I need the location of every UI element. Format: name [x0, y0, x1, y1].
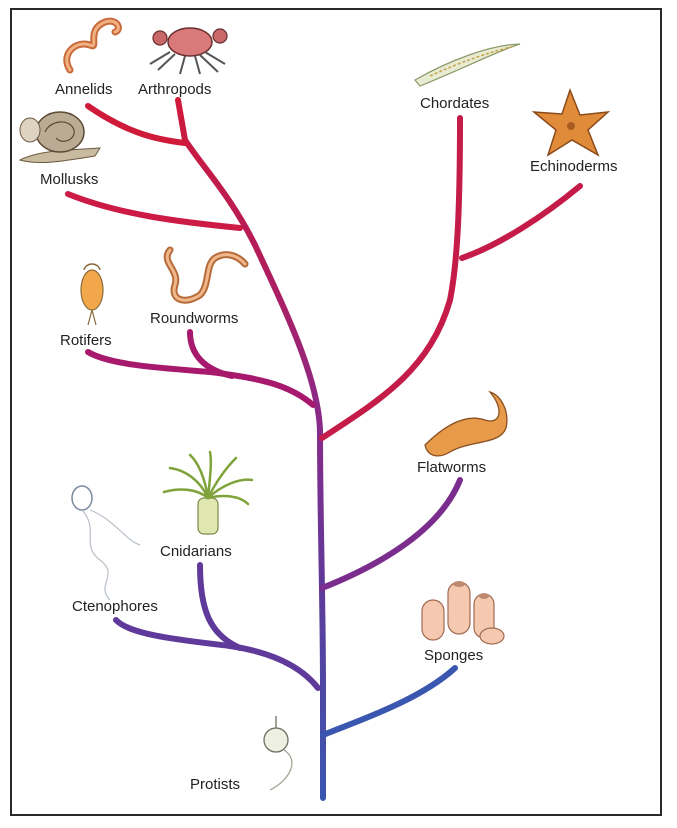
branch-cnidarians: [197, 562, 243, 651]
ctenophore-illustration: [71, 485, 141, 601]
branch-mollusks: [65, 191, 243, 231]
label-roundworms: Roundworms: [150, 310, 238, 327]
label-echinoderms: Echinoderms: [530, 158, 618, 175]
label-chordates: Chordates: [420, 95, 489, 112]
branch-rotifers-roundworms: [85, 349, 316, 408]
label-sponges: Sponges: [424, 647, 483, 664]
label-rotifers: Rotifers: [60, 332, 112, 349]
lancelet-illustration: [414, 43, 521, 87]
starfish-illustration: [531, 87, 611, 157]
label-protists: Protists: [190, 776, 240, 793]
label-cnidarians: Cnidarians: [160, 543, 232, 560]
flatworm-illustration: [424, 390, 508, 457]
annelid-illustration: [63, 17, 122, 74]
sponge-illustration: [421, 581, 505, 645]
anemone-illustration: [162, 450, 254, 535]
label-arthropods: Arthropods: [138, 81, 211, 98]
branch-echinoderms: [459, 183, 583, 261]
label-ctenophores: Ctenophores: [72, 598, 158, 615]
snail-illustration: [18, 111, 101, 164]
branch-roundworms: [187, 329, 235, 379]
crab-illustration: [149, 27, 228, 75]
label-flatworms: Flatworms: [417, 459, 486, 476]
roundworm-illustration: [163, 246, 249, 304]
branch-sponges: [320, 665, 458, 738]
label-mollusks: Mollusks: [40, 171, 98, 188]
protist-illustration: [263, 716, 293, 791]
rotifer-illustration: [80, 263, 104, 326]
branch-deuterostomes: [319, 115, 463, 441]
branch-annelids: [85, 103, 188, 146]
branch-flatworms: [319, 477, 463, 591]
label-annelids: Annelids: [55, 81, 113, 98]
tree-trunk: [175, 97, 326, 801]
